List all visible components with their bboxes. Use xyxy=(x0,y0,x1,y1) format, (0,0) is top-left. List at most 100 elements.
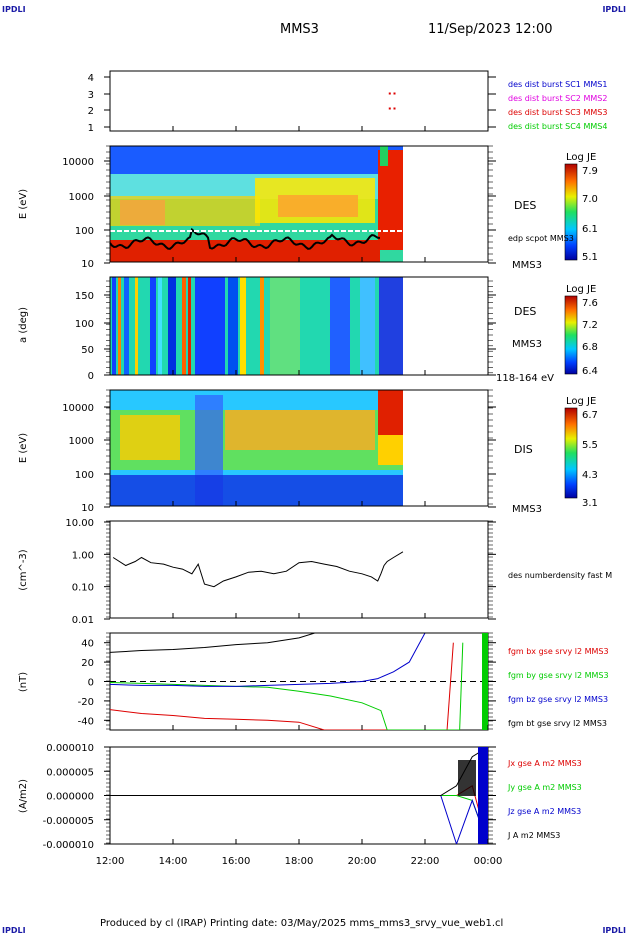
pitch-stripe xyxy=(240,277,246,375)
pitch-stripe xyxy=(118,277,121,375)
panel-des-energy xyxy=(109,145,489,263)
current-tick-label: 0.000010 xyxy=(46,743,94,754)
current-edge-fill xyxy=(478,747,488,844)
des-pitch-colorbar-title: Log JE xyxy=(566,284,596,295)
dis-energy-tick-label: 10000 xyxy=(62,403,94,414)
pitch-stripe xyxy=(260,277,264,375)
density-tick-label: 1.00 xyxy=(72,550,94,561)
pitch-stripe xyxy=(150,277,156,375)
panel-dis-energy xyxy=(109,389,489,507)
bfield-series-line xyxy=(110,633,485,653)
corner-label-bottom-left: IPDLI xyxy=(2,926,26,935)
des-pitch-tick-label: 150 xyxy=(75,291,94,302)
bfield-tick-label: -20 xyxy=(78,697,94,708)
current-burst-region xyxy=(458,760,476,796)
bfield-series-line xyxy=(110,642,464,730)
bfield-tick-label: -40 xyxy=(78,716,94,727)
panel-burst-frame xyxy=(109,70,489,132)
time-tick-label: 22:00 xyxy=(411,856,440,867)
des-energy-tick-label: 10000 xyxy=(62,157,94,168)
scpot-legend: edp scpot MMS3 xyxy=(508,234,574,243)
current-axis-label: (A/m2) xyxy=(18,779,29,813)
dis-energy-tick-label: 100 xyxy=(75,470,94,481)
pitch-stripe xyxy=(360,277,375,375)
time-tick-label: 12:00 xyxy=(96,856,125,867)
burst-tick-label: 1 xyxy=(88,123,94,134)
burst-legend-item: des dist burst SC4 MMS4 xyxy=(508,122,607,131)
spacecraft-title: MMS3 xyxy=(280,22,319,37)
density-legend: des numberdensity fast M xyxy=(508,571,612,580)
bfield-legend-item: fgm by gse srvy l2 MMS3 xyxy=(508,671,609,680)
des-pitch-colorbar-tick: 7.6 xyxy=(582,298,598,309)
des-energy-tick-label: 100 xyxy=(75,226,94,237)
burst-mark xyxy=(393,92,396,95)
des-energy-colorbar-tick: 7.9 xyxy=(582,166,598,177)
dis-energy-tick-label: 1000 xyxy=(69,436,94,447)
dis-low-band xyxy=(110,475,403,506)
bfield-legend-item: fgm bt gse srvy l2 MMS3 xyxy=(508,719,607,728)
time-tick-label: 20:00 xyxy=(348,856,377,867)
panel-current xyxy=(109,746,489,845)
pitch-stripe xyxy=(182,277,186,375)
des-energy-colorbar-title: Log JE xyxy=(566,152,596,163)
current-series-line xyxy=(110,785,488,844)
density-tick-label: 0.10 xyxy=(72,583,94,594)
panel-density-frame xyxy=(109,520,489,619)
current-tick-label: 0.000005 xyxy=(46,767,94,778)
pitch-stripe xyxy=(270,277,300,375)
pitch-stripe xyxy=(158,277,162,375)
colorbar-des-pitch xyxy=(564,295,578,375)
burst-mark xyxy=(388,92,391,95)
bfield-series-line xyxy=(110,633,426,687)
burst-tick-label: 4 xyxy=(88,73,94,84)
des-energy-high-band xyxy=(110,146,403,174)
density-tick-label: 0.01 xyxy=(72,615,94,626)
current-tick-label: -0.000005 xyxy=(43,816,94,827)
dis-energy-sc-label: MMS3 xyxy=(512,504,542,515)
des-pitch-instrument: DES xyxy=(514,305,536,318)
pitch-stripe xyxy=(330,277,350,375)
des-pitch-tick-label: 100 xyxy=(75,319,94,330)
footer-credit: Produced by cl (IRAP) Printing date: 03/… xyxy=(100,918,504,929)
bfield-edge-fill xyxy=(482,633,488,730)
pitch-stripe xyxy=(112,277,116,375)
des-pitch-sc-label: MMS3 xyxy=(512,339,542,350)
time-tick-label: 00:00 xyxy=(474,856,503,867)
burst-tick-label: 2 xyxy=(88,106,94,117)
des-energy-low-energy-band xyxy=(110,240,380,262)
panel-density xyxy=(109,520,489,619)
time-tick-label: 18:00 xyxy=(285,856,314,867)
corner-label-top-left: IPDLI xyxy=(2,5,26,14)
dis-energy-colorbar-title: Log JE xyxy=(566,396,596,407)
burst-mark xyxy=(393,107,396,110)
pitch-stripe xyxy=(228,277,238,375)
des-energy-tick-label: 1000 xyxy=(69,192,94,203)
density-series-line xyxy=(112,551,404,588)
des-pitch-colorbar-tick: 6.8 xyxy=(582,342,598,353)
dis-energy-instrument: DIS xyxy=(514,443,533,456)
current-legend-item: J A m2 MMS3 xyxy=(507,831,560,840)
panel-des-pitch xyxy=(109,276,489,376)
des-energy-colorbar-tick: 7.0 xyxy=(582,194,598,205)
date-time-title: 11/Sep/2023 12:00 xyxy=(428,22,553,37)
dis-energy-colorbar-tick: 6.7 xyxy=(582,410,598,421)
des-energy-colorbar-tick: 6.1 xyxy=(582,224,598,235)
des-energy-sheath-region xyxy=(378,150,403,250)
time-tick-label: 14:00 xyxy=(159,856,188,867)
burst-mark xyxy=(388,107,391,110)
dis-energy-tick-label: 10 xyxy=(81,503,94,514)
bfield-legend-item: fgm bx gse srvy l2 MMS3 xyxy=(508,647,609,656)
des-pitch-colorbar-tick: 7.2 xyxy=(582,320,598,331)
burst-legend-item: des dist burst SC2 MMS2 xyxy=(508,94,607,103)
panel-burst: 4 3 2 1 des dist burst SC1 MMS1 des dist bur… xyxy=(88,70,607,134)
des-energy-flux-patch-4 xyxy=(120,200,165,225)
current-series-line xyxy=(110,795,488,844)
des-energy-tick-label: 10 xyxy=(81,259,94,270)
corner-label-bottom-right: IPDLI xyxy=(602,926,626,935)
des-pitch-range-label: 118-164 eV xyxy=(496,373,554,384)
dis-energy-colorbar-tick: 4.3 xyxy=(582,470,598,481)
burst-tick-label: 3 xyxy=(88,90,94,101)
bfield-legend-item: fgm bz gse srvy l2 MMS3 xyxy=(508,695,608,704)
density-tick-label: 10.00 xyxy=(65,518,94,529)
